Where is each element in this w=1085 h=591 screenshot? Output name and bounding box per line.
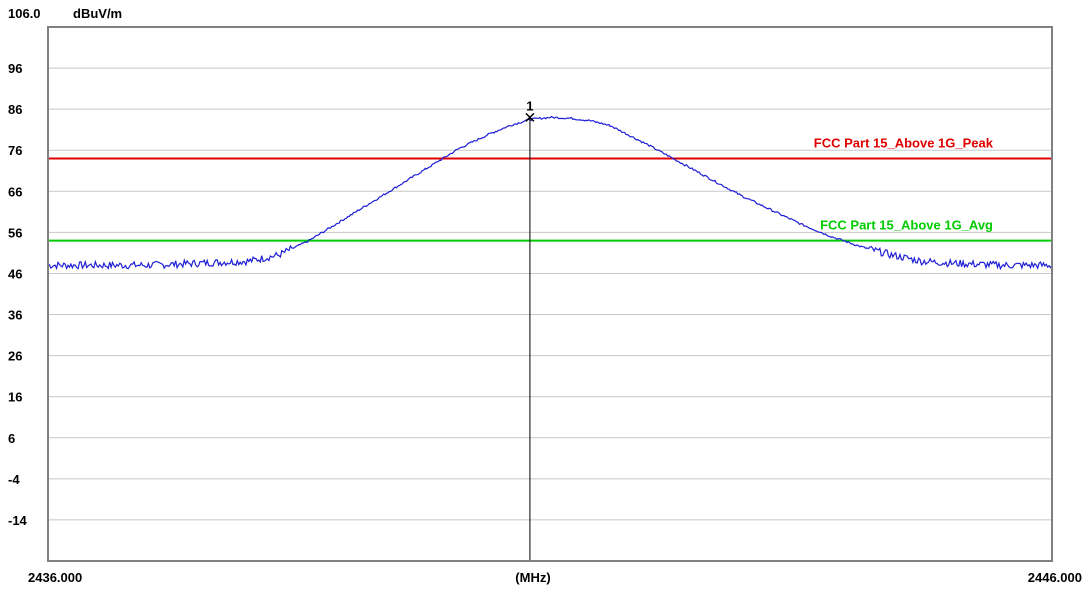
y-tick-label: 86 (8, 102, 22, 117)
y-tick-label: 46 (8, 266, 22, 281)
trace-line-0 (47, 115, 1053, 271)
y-tick-label: 6 (8, 431, 15, 446)
y-tick-label: -14 (8, 513, 28, 528)
trace-layer (47, 115, 1053, 271)
y-tick-label: 26 (8, 349, 22, 364)
marker-label: 1 (526, 98, 533, 113)
y-tick-label: 16 (8, 390, 22, 405)
marker-layer: 1 (525, 98, 535, 561)
y-tick-label: 56 (8, 225, 22, 240)
marker-cross-icon (525, 112, 535, 122)
limit-line-label-0: FCC Part 15_Above 1G_Peak (814, 135, 994, 150)
limit-lines: FCC Part 15_Above 1G_Peak FCC Part 15_Abo… (48, 135, 1052, 242)
y-top-value-label: 106.0 (8, 6, 41, 21)
y-tick-label: 76 (8, 143, 22, 158)
y-tick-label: 36 (8, 308, 22, 323)
y-tick-label: 96 (8, 61, 22, 76)
x-start-label: 2436.000 (28, 570, 82, 585)
x-axis-label: (MHz) (515, 570, 550, 585)
x-end-label: 2446.000 (1028, 570, 1082, 585)
y-tick-label: -4 (8, 472, 20, 487)
y-unit-label: dBuV/m (73, 6, 122, 21)
grid-lines (48, 67, 1052, 521)
y-tick-label: 66 (8, 184, 22, 199)
plot-border (47, 26, 1053, 562)
y-tick-labels: 96 86 76 66 56 46 36 26 16 6 -4 -14 (8, 61, 28, 528)
limit-line-label-1: FCC Part 15_Above 1G_Avg (820, 218, 993, 233)
